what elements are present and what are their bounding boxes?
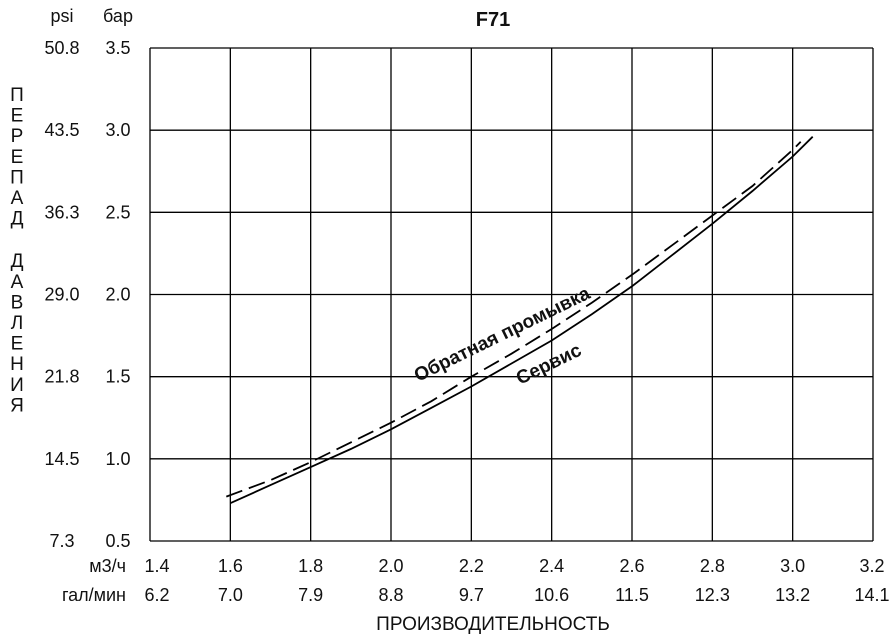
chart-title: F71 bbox=[476, 9, 510, 31]
series-line-0 bbox=[225, 141, 802, 498]
x-tick-m3h-1: 1.6 bbox=[218, 556, 243, 576]
x-tick-gpm-4: 9.7 bbox=[459, 585, 484, 605]
y-tick-psi-3: 29.0 bbox=[44, 285, 79, 305]
x-unit-gpm: гал/мин bbox=[62, 585, 126, 605]
y-axis-label-char-13: Н bbox=[10, 354, 24, 375]
x-axis-label: ПРОИЗВОДИТЕЛЬНОСТЬ bbox=[376, 614, 610, 635]
y-tick-bar-2: 2.5 bbox=[105, 202, 130, 222]
y-unit-psi: psi bbox=[50, 6, 73, 26]
x-tick-gpm-6: 11.5 bbox=[615, 585, 649, 605]
x-tick-m3h-3: 2.0 bbox=[378, 556, 403, 576]
y-axis-label-char-0: П bbox=[10, 85, 24, 106]
y-axis-label-char-1: Е bbox=[11, 106, 24, 127]
y-axis-label-char-5: А bbox=[11, 188, 24, 209]
label-service: Сервис bbox=[513, 340, 585, 390]
y-axis-label-char-10: В bbox=[11, 292, 24, 313]
series-group bbox=[225, 136, 814, 505]
x-tick-gpm-9: 14.1 bbox=[854, 585, 889, 605]
y-axis-label-char-2: Р bbox=[11, 126, 24, 147]
x-tick-m3h-0: 1.4 bbox=[144, 556, 169, 576]
y-tick-psi-4: 21.8 bbox=[44, 367, 79, 387]
x-tick-m3h-2: 1.8 bbox=[298, 556, 323, 576]
y-axis-label-char-3: Е bbox=[11, 147, 24, 168]
y-axis-label-char-6: Д bbox=[11, 209, 24, 230]
x-tick-m3h-9: 3.2 bbox=[859, 556, 884, 576]
x-tick-gpm-0: 6.2 bbox=[144, 585, 169, 605]
label-backwash: Обратная промывка bbox=[411, 283, 594, 387]
y-tick-labels: 50.8 3.5 43.5 3.0 36.3 2.5 29.0 2.0 21.8 1.5 14.5 1… bbox=[44, 38, 130, 551]
x-tick-m3h-6: 2.6 bbox=[619, 556, 644, 576]
y-tick-psi-1: 43.5 bbox=[44, 120, 79, 140]
y-axis-label-char-15: Я bbox=[10, 395, 24, 416]
x-tick-gpm-7: 12.3 bbox=[695, 585, 730, 605]
y-axis-label-char-14: И bbox=[10, 375, 24, 396]
y-tick-psi-5: 14.5 bbox=[44, 449, 79, 469]
x-tick-gpm-5: 10.6 bbox=[534, 585, 569, 605]
y-tick-bar-6: 0.5 bbox=[105, 531, 130, 551]
y-axis-label-char-12: Е bbox=[11, 334, 24, 355]
x-unit-m3h: м3/ч bbox=[89, 556, 126, 576]
x-tick-m3h-5: 2.4 bbox=[539, 556, 564, 576]
x-tick-m3h-4: 2.2 bbox=[459, 556, 484, 576]
y-tick-bar-0: 3.5 bbox=[105, 38, 130, 58]
y-tick-psi-6: 7.3 bbox=[49, 531, 74, 551]
x-tick-gpm-3: 8.8 bbox=[378, 585, 403, 605]
x-tick-m3h-7: 2.8 bbox=[700, 556, 725, 576]
series-line-1 bbox=[229, 136, 814, 505]
y-tick-bar-4: 1.5 bbox=[105, 367, 130, 387]
x-tick-gpm-2: 7.9 bbox=[298, 585, 323, 605]
y-axis-label-char-8: Д bbox=[11, 251, 24, 272]
y-tick-psi-2: 36.3 bbox=[44, 202, 79, 222]
x-tick-m3h-8: 3.0 bbox=[780, 556, 805, 576]
y-axis-label-char-11: Л bbox=[11, 313, 23, 334]
y-tick-psi-0: 50.8 bbox=[44, 38, 79, 58]
y-axis-label-char-9: А bbox=[11, 272, 24, 293]
x-tick-gpm-8: 13.2 bbox=[775, 585, 810, 605]
grid bbox=[149, 47, 874, 542]
y-tick-bar-5: 1.0 bbox=[105, 449, 130, 469]
y-unit-bar: бар bbox=[103, 6, 133, 26]
x-tick-labels: 1.4 6.2 1.6 7.0 1.8 7.9 2.0 8.8 2.2 9.7 2.4 10.6 2.6… bbox=[144, 556, 889, 605]
y-tick-bar-3: 2.0 bbox=[105, 285, 130, 305]
y-tick-bar-1: 3.0 bbox=[105, 120, 130, 140]
x-tick-gpm-1: 7.0 bbox=[218, 585, 243, 605]
y-axis-label-char-4: П bbox=[10, 167, 24, 188]
